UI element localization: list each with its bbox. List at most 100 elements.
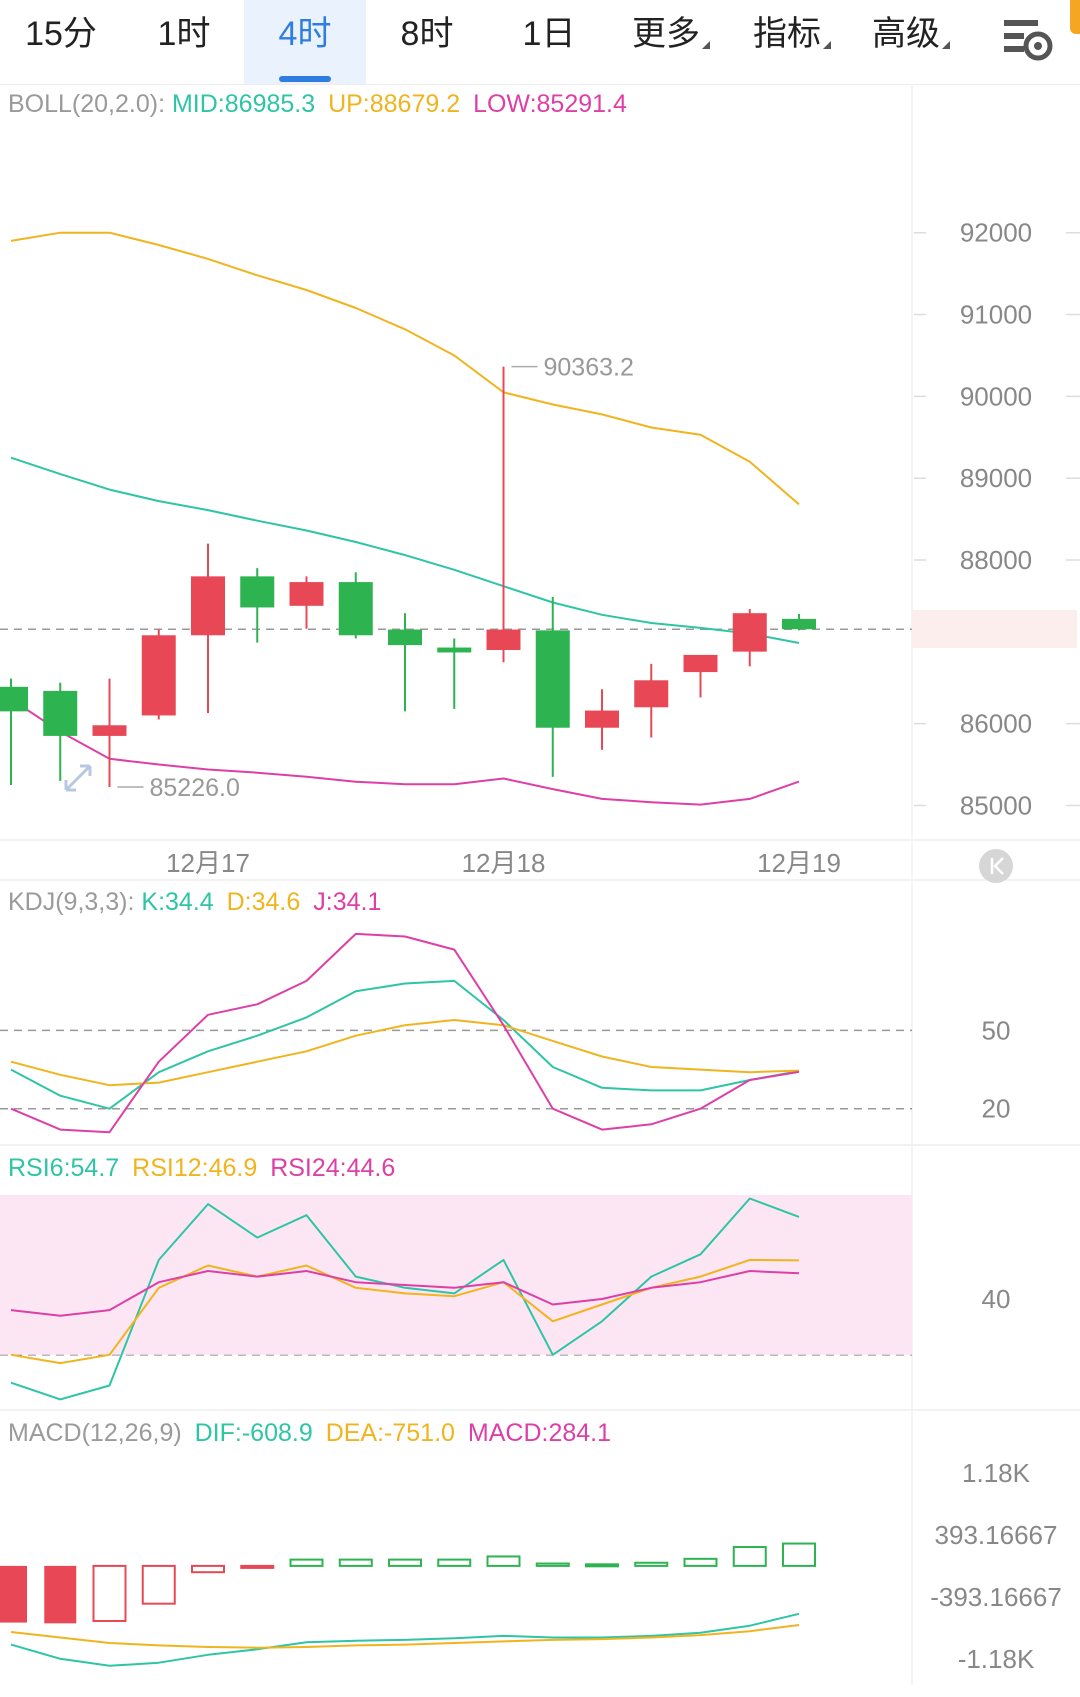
tab-3[interactable]: 8时: [366, 0, 488, 84]
tab-label: 15分: [25, 15, 97, 53]
price-tick-label: 91000: [960, 300, 1032, 330]
boll-legend: BOLL(20,2.0): MID:86985.3 UP:88679.2 LOW…: [8, 90, 633, 119]
tab-7[interactable]: 高级: [852, 0, 970, 84]
macd-tick-label: -1.18K: [958, 1644, 1035, 1674]
boll-legend-mid: MID:86985.3: [171, 90, 316, 118]
kdj-tick-label: 20: [982, 1094, 1011, 1124]
macd-tick-label: 393.16667: [935, 1520, 1058, 1550]
tab-label: 高级: [872, 15, 940, 53]
chart-grid: [0, 84, 1080, 1685]
macd-bar: [141, 1564, 176, 1605]
kdj-k-line: [10, 979, 800, 1110]
tab-5[interactable]: 更多: [610, 0, 732, 84]
macd-tick-label: -393.16667: [930, 1582, 1062, 1612]
rsi-tick-label: 40: [982, 1284, 1011, 1314]
kdj-legend-name: KDJ(9,3,3):: [8, 888, 135, 916]
macd-bar: [535, 1562, 570, 1567]
boll-legend-up: UP:88679.2: [328, 90, 461, 118]
macd-bar: [191, 1564, 225, 1574]
macd-bar: [92, 1564, 127, 1622]
macd-bar: [782, 1542, 816, 1567]
macd-bar: [0, 1565, 27, 1623]
tab-label: 更多: [632, 15, 700, 53]
kdj-legend: KDJ(9,3,3): K:34.4 D:34.6 J:34.1: [8, 888, 387, 917]
tab-1[interactable]: 1时: [128, 0, 240, 84]
macd-legend-name: MACD(12,26,9): [8, 1419, 182, 1447]
macd-tick-label: 1.18K: [962, 1458, 1031, 1488]
kdj-j-line: [10, 932, 800, 1134]
macd-bar: [44, 1565, 77, 1624]
macd-dif-line: [10, 1612, 800, 1667]
candle-body: [437, 647, 472, 653]
macd-legend-dif: DIF:-608.9: [194, 1419, 313, 1447]
price-tick-label: 85000: [960, 790, 1032, 820]
rsi-band: [0, 1195, 912, 1355]
rsi-legend: RSI6:54.7 RSI12:46.9 RSI24:44.6: [8, 1154, 401, 1183]
tab-6[interactable]: 指标: [732, 0, 852, 84]
macd-legend-macd: MACD:284.1: [467, 1419, 612, 1447]
tab-4[interactable]: 1日: [488, 0, 610, 84]
chart-settings-icon[interactable]: [1000, 12, 1056, 68]
dropdown-corner-icon: [702, 41, 710, 49]
boll-legend-low: LOW:85291.4: [473, 90, 627, 118]
boll-upper-line: [10, 231, 800, 506]
rsi-rsi6-line: [10, 1197, 800, 1401]
price-tick-label: 86000: [960, 709, 1032, 739]
candle-body: [240, 576, 275, 608]
candle-body: [191, 576, 225, 636]
kdj-legend-j: J:34.1: [313, 888, 382, 916]
candle-body: [92, 725, 127, 736]
indicator-lines: [10, 231, 800, 1667]
candle-body: [43, 690, 78, 736]
scroll-latest-arrow: [990, 857, 1004, 875]
macd-bar: [486, 1555, 521, 1567]
candle-body: [634, 680, 669, 708]
tab-label: 4时: [278, 15, 332, 53]
price-tick-label: 92000: [960, 218, 1032, 248]
date-tick-label: 12月18: [462, 848, 546, 878]
orange-edge-marker: [1070, 0, 1080, 34]
candle-body: [585, 710, 619, 728]
candle-body: [683, 654, 718, 673]
dropdown-corner-icon: [823, 41, 831, 49]
candle-body: [388, 629, 422, 646]
tab-label: 8时: [400, 15, 454, 53]
date-tick-label: 12月19: [757, 848, 841, 878]
date-tick-label: 12月17: [166, 848, 250, 878]
active-tab-underline: [279, 76, 331, 82]
macd-histogram: [0, 1542, 816, 1624]
expand-icon: [64, 764, 92, 792]
boll-mid-line: [10, 456, 800, 644]
rsi-legend-24: RSI24:44.6: [270, 1154, 396, 1182]
rsi-rsi24-line: [10, 1270, 800, 1317]
extreme-price-label: 90363.2: [544, 354, 634, 382]
candle-body: [338, 582, 373, 636]
macd-bar: [585, 1563, 619, 1568]
tab-2[interactable]: 4时: [244, 0, 366, 84]
macd-legend-dea: DEA:-751.0: [325, 1419, 455, 1447]
macd-bar: [683, 1557, 718, 1567]
boll-lower-line: [10, 698, 800, 806]
macd-bar: [388, 1558, 422, 1567]
kdj-legend-k: K:34.4: [141, 888, 214, 916]
candles: [0, 366, 816, 787]
tab-0[interactable]: 15分: [0, 0, 122, 84]
candle-body: [486, 629, 521, 650]
tab-label: 1日: [522, 15, 576, 53]
candle-body: [289, 582, 324, 606]
macd-dea-line: [10, 1624, 800, 1649]
kdj-legend-d: D:34.6: [226, 888, 301, 916]
macd-legend: MACD(12,26,9) DIF:-608.9 DEA:-751.0 MACD…: [8, 1419, 617, 1448]
boll-legend-name: BOLL(20,2.0):: [8, 90, 166, 118]
rsi-legend-6: RSI6:54.7: [8, 1154, 120, 1182]
macd-bar: [732, 1546, 767, 1567]
price-tick-label: 88000: [960, 545, 1032, 575]
rsi-rsi12-line: [10, 1258, 800, 1365]
candle-body: [732, 613, 767, 652]
interval-tab-bar: 15分 1时 4时 8时 1日 更多 指标 高级: [0, 0, 1080, 85]
macd-bar: [634, 1561, 669, 1567]
rsi-legend-12: RSI12:46.9: [132, 1154, 258, 1182]
price-tick-label: 89000: [960, 463, 1032, 493]
extreme-price-label: 85226.0: [150, 774, 240, 802]
